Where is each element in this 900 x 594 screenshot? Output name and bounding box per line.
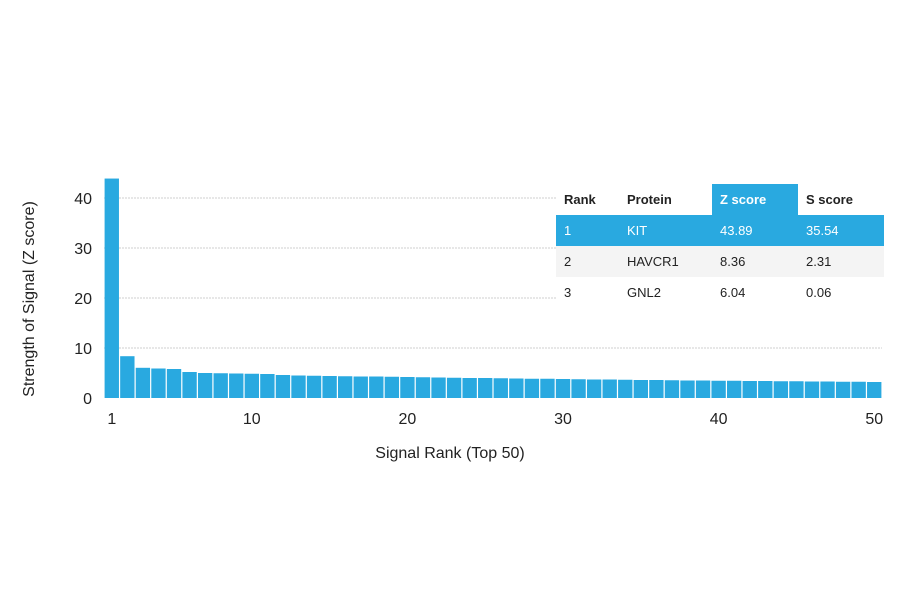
- y-tick-label: 0: [83, 391, 92, 408]
- table-cell: 6.04: [720, 285, 745, 300]
- bar: [758, 381, 773, 398]
- bar: [773, 381, 789, 398]
- bar: [400, 377, 415, 398]
- bar: [680, 380, 695, 398]
- x-tick-label: 40: [710, 411, 728, 428]
- bar: [260, 374, 275, 398]
- table-cell: 2.31: [806, 254, 831, 269]
- table-header-cell: Z score: [720, 192, 766, 207]
- bar: [104, 178, 119, 398]
- table-cell: HAVCR1: [627, 254, 679, 269]
- bar: [353, 376, 368, 398]
- bar: [664, 380, 680, 398]
- bar: [197, 373, 213, 398]
- y-axis-ticks: 0 10 20 30 40: [74, 191, 92, 408]
- bar: [182, 372, 197, 398]
- bar: [571, 379, 586, 398]
- bar: [166, 369, 182, 398]
- bar: [742, 381, 757, 398]
- x-axis-ticks: 1 10 20 30 40 50: [107, 411, 883, 428]
- bar: [851, 381, 866, 398]
- bar: [555, 379, 571, 398]
- x-tick-label: 1: [107, 411, 116, 428]
- bar: [415, 377, 431, 398]
- bar: [151, 368, 166, 398]
- table-row-background: [556, 246, 884, 277]
- table-cell: 35.54: [806, 223, 839, 238]
- table-cell: KIT: [627, 223, 647, 238]
- bar: [135, 367, 151, 398]
- bar: [727, 380, 742, 398]
- bar: [618, 379, 633, 398]
- table-cell: 2: [564, 254, 571, 269]
- table-cell: 8.36: [720, 254, 745, 269]
- bar: [446, 377, 462, 398]
- bar: [586, 379, 602, 398]
- bar: [478, 378, 493, 398]
- bar: [431, 377, 446, 398]
- bar: [820, 381, 835, 398]
- bars: [104, 178, 882, 398]
- table-cell: 1: [564, 223, 571, 238]
- table-cell: 43.89: [720, 223, 753, 238]
- y-tick-label: 30: [74, 241, 92, 258]
- y-tick-label: 20: [74, 291, 92, 308]
- bar: [291, 375, 306, 398]
- bar: [602, 379, 617, 398]
- bar: [338, 376, 353, 398]
- x-tick-label: 50: [865, 411, 883, 428]
- x-tick-label: 20: [399, 411, 417, 428]
- bar: [369, 376, 384, 398]
- score-table: Rank Protein Z score S score 1 KIT 43.89 35.54 2…: [556, 184, 884, 312]
- bar: [509, 378, 524, 398]
- bar: [244, 373, 259, 398]
- bar: [229, 373, 244, 398]
- bar: [804, 381, 820, 398]
- bar: [306, 375, 322, 398]
- table-header-cell: S score: [806, 192, 853, 207]
- z-score-header-highlight: [712, 184, 798, 215]
- bar: [711, 380, 726, 398]
- x-tick-label: 10: [243, 411, 261, 428]
- y-tick-label: 40: [74, 191, 92, 208]
- table-cell: GNL2: [627, 285, 661, 300]
- x-axis-label: Signal Rank (Top 50): [375, 445, 524, 462]
- table-cell: 3: [564, 285, 571, 300]
- table-cell: 0.06: [806, 285, 831, 300]
- bar: [275, 375, 291, 398]
- bar: [524, 378, 540, 398]
- table-header-cell: Rank: [564, 192, 597, 207]
- bar: [695, 380, 711, 398]
- bar: [867, 382, 882, 398]
- bar: [384, 376, 400, 398]
- y-axis-label: Strength of Signal (Z score): [21, 201, 38, 397]
- bar: [649, 380, 664, 398]
- bar: [633, 380, 648, 398]
- bar: [540, 378, 555, 398]
- x-tick-label: 30: [554, 411, 572, 428]
- y-tick-label: 10: [74, 341, 92, 358]
- bar: [493, 378, 508, 398]
- table-header-cell: Protein: [627, 192, 672, 207]
- bar: [120, 356, 135, 398]
- bar: [789, 381, 804, 398]
- table-row-background: [556, 215, 884, 246]
- bar: [322, 376, 337, 398]
- bar: [213, 373, 228, 398]
- bar: [462, 378, 477, 398]
- bar: [835, 381, 851, 398]
